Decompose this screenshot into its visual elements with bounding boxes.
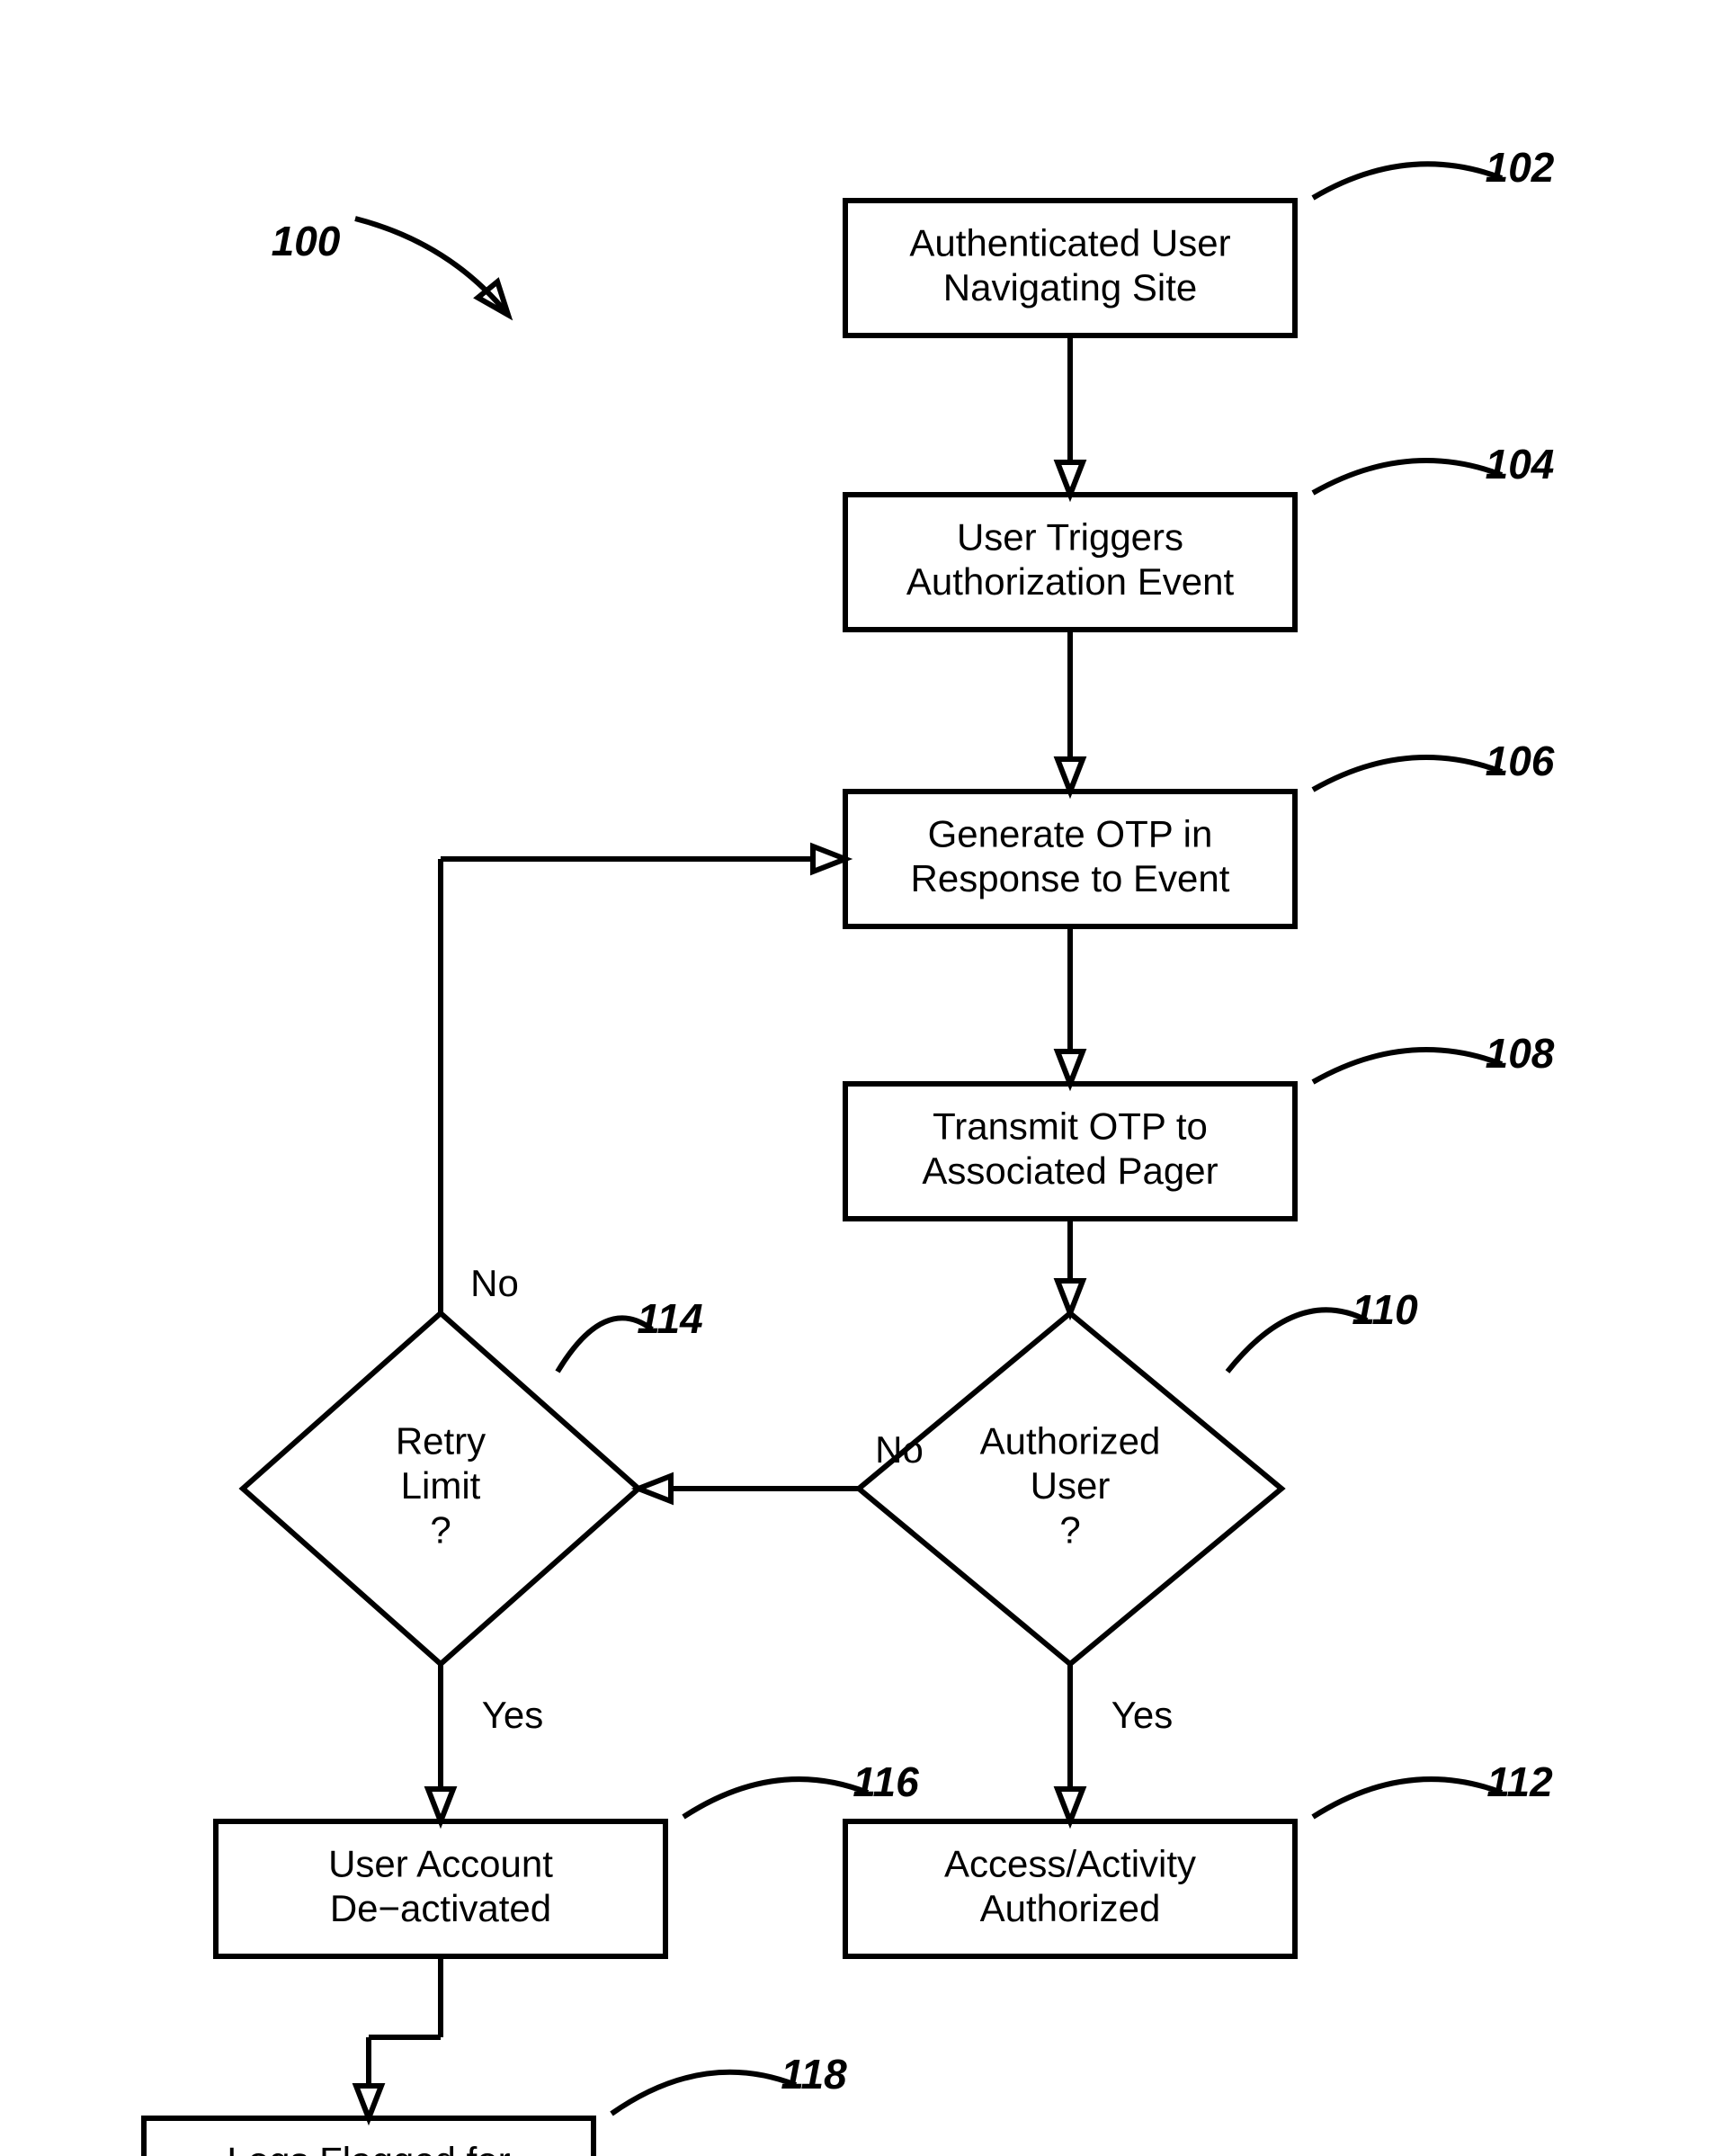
n106-ref: 106 bbox=[1486, 738, 1555, 784]
n102-ref: 102 bbox=[1486, 144, 1555, 191]
edge-label: No bbox=[470, 1262, 519, 1304]
n108-label: Associated Pager bbox=[922, 1150, 1218, 1192]
n114-ref: 114 bbox=[637, 1295, 702, 1342]
n110-ref: 110 bbox=[1352, 1286, 1418, 1333]
edge-label: No bbox=[875, 1428, 924, 1471]
n108-ref: 108 bbox=[1486, 1030, 1555, 1077]
n104-label: User Triggers bbox=[957, 515, 1183, 558]
n112-label: Authorized bbox=[980, 1887, 1161, 1929]
n114-label: Retry bbox=[396, 1420, 486, 1463]
n108-label: Transmit OTP to bbox=[933, 1105, 1208, 1147]
n116-ref: 116 bbox=[853, 1758, 919, 1805]
n112-ref: 112 bbox=[1486, 1758, 1553, 1805]
n102-label: Authenticated User bbox=[909, 221, 1230, 264]
n112-label: Access/Activity bbox=[944, 1842, 1196, 1884]
edge-label: Yes bbox=[482, 1694, 544, 1736]
n118-ref: 118 bbox=[781, 2051, 847, 2098]
n114-label: ? bbox=[430, 1509, 451, 1552]
n114-label: Limit bbox=[401, 1464, 481, 1507]
n106-label: Response to Event bbox=[911, 857, 1230, 899]
n104-ref: 104 bbox=[1486, 441, 1555, 488]
n102-label: Navigating Site bbox=[943, 266, 1198, 309]
n104-label: Authorization Event bbox=[906, 560, 1235, 603]
n116-label: De−activated bbox=[330, 1887, 551, 1929]
figure-ref-100: 100 bbox=[272, 218, 341, 264]
flowchart-canvas: Authenticated UserNavigating Site 102 User… bbox=[0, 0, 1714, 2156]
edge-label: Yes bbox=[1111, 1694, 1174, 1736]
n106-label: Generate OTP in bbox=[928, 812, 1213, 854]
n110-label: Authorized bbox=[980, 1420, 1161, 1463]
n118-label: Logs Flagged for bbox=[227, 2139, 510, 2156]
n110-label: ? bbox=[1059, 1509, 1080, 1552]
n110-label: User bbox=[1031, 1464, 1111, 1507]
n116-label: User Account bbox=[328, 1842, 553, 1884]
